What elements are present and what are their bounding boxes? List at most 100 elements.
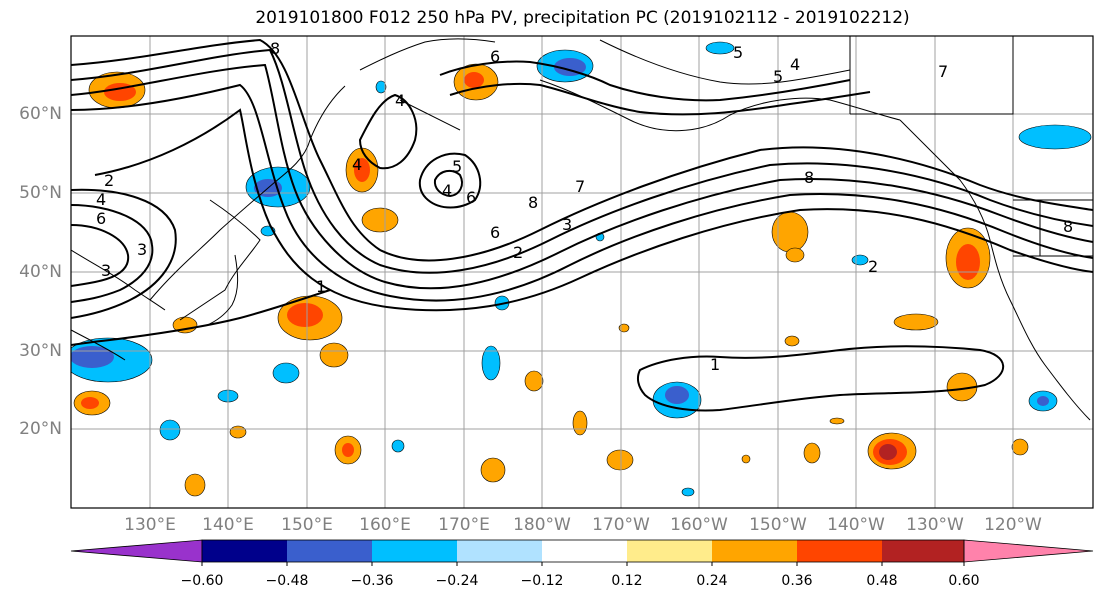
colorbar-tick-label: −0.60: [180, 573, 224, 589]
contour-label: 5: [773, 67, 783, 86]
contour-label: 8: [804, 168, 814, 187]
contour-label: 8: [1063, 217, 1073, 236]
map-frame: [70, 35, 1094, 509]
precip-anomaly: [524, 370, 544, 392]
lon-label: 120°W: [984, 515, 1042, 535]
lat-label-40n: 40°N: [19, 262, 62, 282]
lon-label: 150°W: [749, 515, 807, 535]
lat-label-50n: 50°N: [19, 183, 62, 203]
colorbar-extend-max: [963, 539, 1094, 563]
contour-label: 6: [466, 188, 476, 207]
colorbar-swatch: [627, 540, 712, 562]
precip-anomaly: [879, 444, 897, 460]
lon-label: 160°W: [670, 515, 728, 535]
lat-label-20n: 20°N: [19, 419, 62, 439]
precip-anomaly: [229, 425, 247, 439]
precip-anomaly: [1018, 124, 1092, 150]
precip-anomaly: [851, 254, 869, 266]
contour-label: 2: [513, 243, 523, 262]
colorbar-tick-label: 0.48: [866, 573, 898, 589]
colorbar-swatch: [372, 540, 457, 562]
colorbar-swatch: [457, 540, 542, 562]
contour-labels: 8 4 4 5 6 5 4 6 2 4 6 3 7 8 3 6 2 1 8 7 …: [96, 39, 1073, 374]
precip-anomaly: [1037, 396, 1049, 406]
lon-label: 160°E: [359, 515, 411, 535]
colorbar-swatch: [797, 540, 882, 562]
precip-anomaly: [464, 72, 484, 88]
precip-anomaly: [572, 410, 588, 436]
contour-label: 4: [96, 190, 106, 209]
lon-label: 180°W: [513, 515, 571, 535]
contour-label: 8: [270, 39, 280, 58]
lon-label: 140°E: [202, 515, 254, 535]
contour-label: 6: [490, 223, 500, 242]
precip-anomaly: [361, 207, 399, 233]
lon-label: 130°E: [124, 515, 176, 535]
map-area: [71, 36, 1093, 508]
precip-anomaly: [784, 335, 800, 347]
colorbar-swatch: [542, 540, 627, 562]
lon-label: 150°E: [281, 515, 333, 535]
precip-anomaly: [391, 439, 405, 453]
precip-anomaly: [71, 346, 114, 368]
lat-label-30n: 30°N: [19, 341, 62, 361]
contour-label: 8: [528, 193, 538, 212]
contour-label: 4: [395, 91, 405, 110]
precip-anomaly: [803, 442, 821, 464]
precip-anomaly: [375, 80, 387, 94]
pv-contours: [71, 38, 1093, 412]
colorbar-tick-label: −0.12: [520, 573, 564, 589]
precip-anomaly: [287, 303, 323, 327]
contour-label: 1: [710, 355, 720, 374]
contour-label: 2: [104, 171, 114, 190]
contour-label: 3: [137, 240, 147, 259]
precip-anomaly: [81, 397, 99, 409]
lon-label: 130°W: [906, 515, 964, 535]
precip-positive-shading: [73, 63, 1029, 497]
colorbar-frame: [201, 539, 965, 563]
colorbar-ticks: [201, 562, 965, 566]
colorbar-tick-label: −0.36: [350, 573, 394, 589]
precip-anomaly: [480, 457, 506, 483]
contour-label: 6: [96, 209, 106, 228]
colorbar-extend-min: [70, 539, 203, 563]
precip-anomaly: [705, 41, 735, 55]
precip-anomaly: [184, 473, 206, 497]
contour-label: 4: [442, 181, 452, 200]
precip-anomaly: [481, 345, 501, 381]
contour-label: 3: [562, 215, 572, 234]
precip-anomaly: [354, 158, 370, 182]
precip-anomaly: [606, 449, 634, 471]
colorbar-tick-label: 0.24: [696, 573, 728, 589]
graticule: [71, 36, 1093, 508]
contour-label: 1: [316, 277, 326, 296]
colorbar-swatch: [712, 540, 797, 562]
colorbar-tick-label: 0.12: [611, 573, 643, 589]
contour-label: 4: [790, 55, 800, 74]
precip-anomaly: [785, 247, 805, 263]
precip-anomaly: [159, 419, 181, 441]
colorbar-swatch: [202, 540, 287, 562]
lat-label-60n: 60°N: [19, 104, 62, 124]
lon-label: 140°W: [827, 515, 885, 535]
contour-label: 5: [452, 157, 462, 176]
colorbar-tick-label: −0.24: [435, 573, 479, 589]
contour-label: 4: [352, 155, 362, 174]
colorbar-tick-label: −0.48: [265, 573, 309, 589]
contour-label: 7: [938, 62, 948, 81]
coastlines: [71, 36, 1093, 421]
precip-anomaly: [272, 362, 300, 384]
precip-anomaly: [893, 313, 939, 331]
colorbar-tick-label: 0.36: [781, 573, 813, 589]
map-title: 2019101800 F012 250 hPa PV, precipitatio…: [255, 8, 910, 28]
precip-anomaly: [319, 342, 349, 368]
precip-anomaly: [665, 386, 689, 404]
contour-label: 5: [733, 43, 743, 62]
colorbar-swatch: [882, 540, 964, 562]
precip-anomaly: [1011, 438, 1029, 456]
contour-label: 3: [101, 261, 111, 280]
precip-anomaly: [741, 454, 751, 464]
colorbar: [70, 539, 1094, 566]
precip-anomaly: [956, 244, 980, 280]
